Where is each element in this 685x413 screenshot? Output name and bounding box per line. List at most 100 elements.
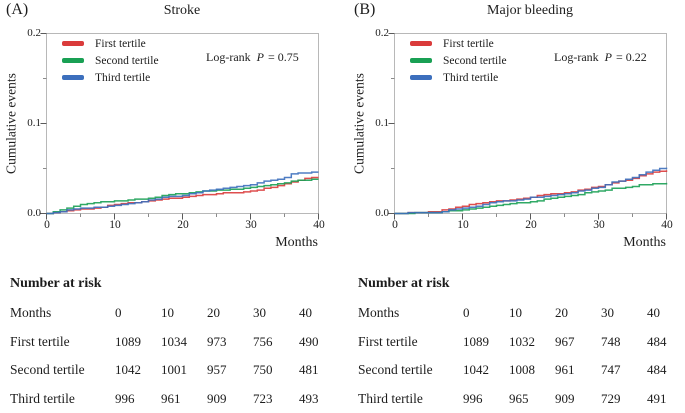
risk-value: 491 [647,390,667,406]
risk-col-header: 10 [509,305,522,320]
risk-value: 967 [555,333,575,349]
risk-value: 484 [647,333,667,349]
y-tick-label: 0.2 [375,27,389,39]
y-tick-label: 0.0 [27,207,41,219]
risk-value: 723 [253,390,273,406]
third-tertile-swatch-icon [62,75,84,80]
risk-value: 973 [207,333,227,349]
logrank-prefix: Log-rank [554,50,599,64]
logrank-p-value: = 0.22 [616,50,647,64]
legend-item: Third tertile [410,69,507,86]
legend-label: Second tertile [95,54,159,67]
legend-item: First tertile [410,35,507,52]
legend-label: Third tertile [95,71,151,84]
risk-table-grid: Months 0 10 20 30 40 First tertile 1089 … [10,299,335,413]
y-tick-label: 0.1 [375,117,389,129]
logrank-prefix: Log-rank [206,50,251,64]
bleeding-x-axis-label: Months [623,235,666,250]
second-tertile-swatch-icon [410,58,432,63]
tick-marks [388,33,667,220]
risk-col-header: 30 [253,305,266,320]
risk-value: 747 [601,362,621,377]
x-tick-label: 0 [44,219,50,231]
risk-table-bleeding: Number at risk Months 0 10 20 30 40 Firs… [348,270,683,413]
x-tick-label: 40 [313,219,325,231]
risk-row-label: Second tertile [10,362,85,377]
risk-value: 909 [555,390,575,406]
stroke-logrank-annotation: Log-rank P = 0.75 [206,50,299,65]
risk-col-header: 40 [647,305,660,320]
legend-item: First tertile [62,35,159,52]
legend-label: First tertile [95,37,146,50]
bleeding-plot-svg [388,33,668,220]
x-tick-label: 20 [525,219,537,231]
legend-label: First tertile [443,37,494,50]
risk-value: 996 [463,390,483,406]
risk-value: 748 [601,333,621,349]
risk-value: 484 [647,362,667,377]
legend-label: Second tertile [443,54,507,67]
risk-col-header: 30 [601,305,614,320]
stroke-chart-title: Stroke [163,3,201,18]
risk-value: 961 [161,390,181,406]
risk-col-header: 10 [161,305,174,320]
panel-major-bleeding: (B) Major bleeding Cumulative events 0.2… [348,0,683,262]
risk-row-label: First tertile [10,333,70,349]
risk-value: 729 [601,390,621,406]
risk-col-header: 20 [555,305,568,320]
logrank-p-value: = 0.75 [268,50,299,64]
risk-value: 1032 [509,333,535,349]
x-tick-label: 30 [593,219,605,231]
risk-value: 1089 [463,333,489,349]
x-tick-label: 30 [245,219,257,231]
y-tick-label: 0.2 [27,27,41,39]
risk-value: 1034 [161,333,187,349]
risk-value: 493 [299,390,319,406]
risk-row-label: Second tertile [358,362,433,377]
panel-b-label: (B) [354,1,376,18]
risk-value: 490 [299,333,319,349]
x-tick-label: 10 [109,219,121,231]
tick-marks [40,33,319,220]
stroke-plot-svg [40,33,319,220]
panel-a-label: (A) [6,1,29,18]
risk-col-header: 40 [299,305,312,320]
stroke-legend: First tertile Second tertile Third terti… [62,35,159,86]
risk-value: 909 [207,390,227,406]
logrank-p-symbol: P [256,50,264,64]
legend-label: Third tertile [443,71,499,84]
x-tick-label: 0 [392,219,398,231]
x-tick-label: 40 [661,219,673,231]
risk-col-header: 20 [207,305,220,320]
risk-value: 996 [115,390,135,406]
risk-value: 965 [509,390,529,406]
x-tick-label: 20 [177,219,189,231]
legend-item: Second tertile [62,52,159,69]
risk-value: 750 [253,362,273,377]
stroke-x-axis-label: Months [275,235,318,250]
risk-col-header: 0 [115,305,122,320]
risk-row-header: Months [10,305,52,320]
risk-table-stroke: Number at risk Months 0 10 20 30 40 Firs… [0,270,335,413]
risk-row-header: Months [358,305,400,320]
risk-table-title: Number at risk [358,276,450,291]
third-tertile-swatch-icon [410,75,432,80]
first-tertile-swatch-icon [410,41,432,46]
risk-value: 756 [253,333,273,349]
logrank-p-symbol: P [604,50,612,64]
risk-value: 1008 [509,362,535,377]
risk-value: 957 [207,362,227,377]
risk-value: 1042 [115,362,141,377]
second-tertile-swatch-icon [62,58,84,63]
y-tick-label: 0.1 [27,117,41,129]
risk-value: 481 [299,362,319,377]
risk-row-label: Third tertile [10,390,75,406]
legend-item: Third tertile [62,69,159,86]
risk-col-header: 0 [463,305,470,320]
risk-value: 1001 [161,362,187,377]
y-tick-label: 0.0 [375,207,389,219]
risk-row-label: First tertile [358,333,418,349]
risk-value: 961 [555,362,575,377]
bleeding-chart-title: Major bleeding [487,3,573,18]
